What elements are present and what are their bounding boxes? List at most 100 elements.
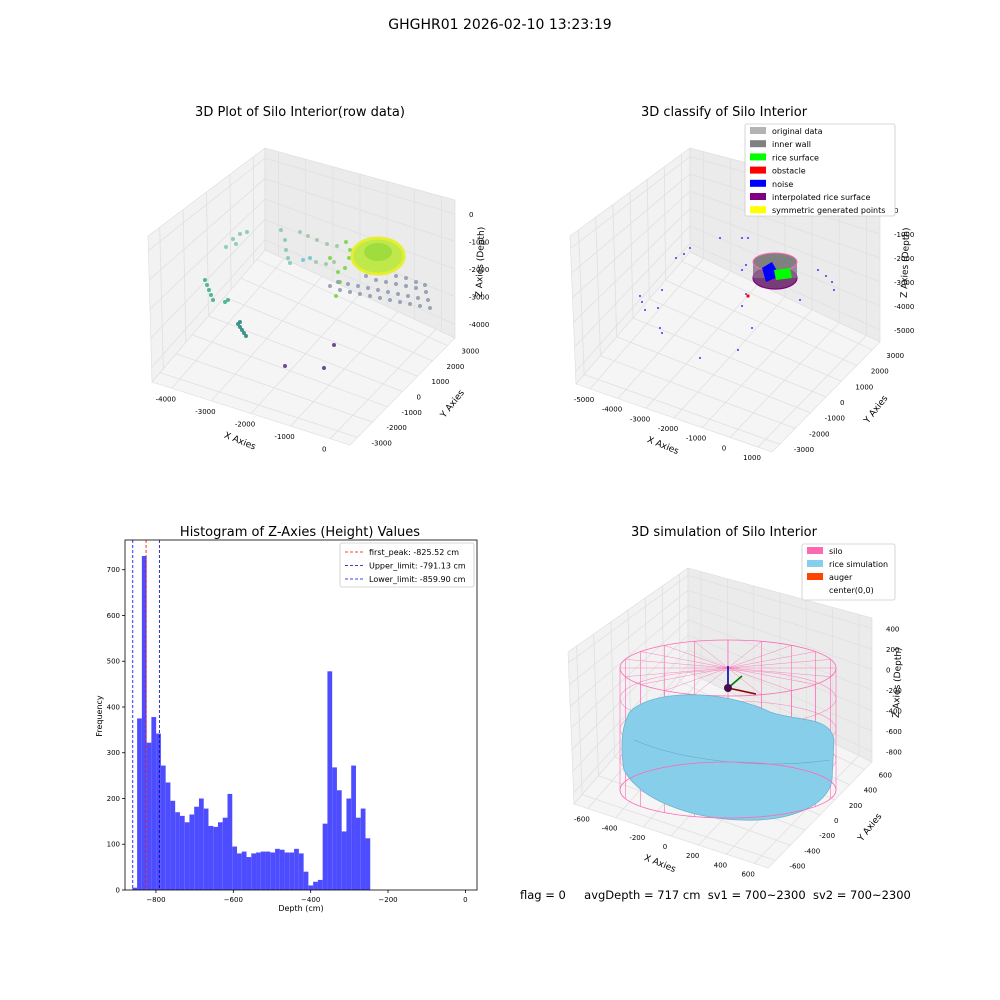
histogram-bar <box>365 838 371 890</box>
x-tick-label: −200 <box>378 896 397 904</box>
z-tick-label: -2000 <box>469 266 489 274</box>
y-axis-label: Y Axies <box>438 388 467 421</box>
grid-line-y <box>582 794 776 861</box>
legend-label: original data <box>772 127 823 136</box>
y-tick-label: 200 <box>849 802 862 810</box>
noise-point <box>737 349 739 351</box>
scatter-point <box>394 282 398 286</box>
z-tick-label: 0 <box>894 207 898 215</box>
scatter-point <box>398 300 402 304</box>
z-tick-label: 0 <box>886 666 890 674</box>
scatter-point <box>332 343 336 347</box>
histogram-bar <box>160 765 166 890</box>
scatter-point <box>203 278 207 282</box>
histogram-bar <box>284 852 290 890</box>
noise-point <box>799 299 801 301</box>
legend-swatch <box>750 166 766 174</box>
grid-line-z <box>148 178 456 281</box>
z-tick-label: -800 <box>886 749 902 757</box>
grid-line-x-wall <box>612 204 618 337</box>
scatter-point <box>348 248 352 252</box>
histogram-bar <box>217 822 223 890</box>
z-axis-label: Z Axies (Depth) <box>900 227 912 298</box>
z-axis-label: Z Axies (Depth) <box>475 227 487 298</box>
legend: original data inner wall rice surface obsta… <box>744 123 896 217</box>
histogram-bar <box>265 851 271 890</box>
histogram-bar <box>151 717 157 890</box>
scatter-point <box>364 274 368 278</box>
x-tick-label: -1000 <box>274 433 294 441</box>
scatter-point <box>346 282 350 286</box>
x-tick-label: 1000 <box>743 454 761 462</box>
silo-spoke <box>625 667 729 677</box>
z-tick-label: -600 <box>886 728 902 736</box>
legend: first_peak: -825.52 cm Upper_limit: -791.… <box>339 542 475 588</box>
flag-text: flag = 0 <box>520 888 566 902</box>
noise-point <box>641 301 643 303</box>
scatter-point <box>322 366 326 370</box>
legend-label: Lower_limit: -859.90 cm <box>369 575 466 584</box>
histogram-bar <box>256 852 261 890</box>
y-tick-label: 300 <box>107 749 120 757</box>
histogram-bar <box>251 853 257 890</box>
grid-line-y <box>159 372 358 438</box>
scatter-point <box>245 230 249 234</box>
x-tick-label: -3000 <box>195 408 215 416</box>
histogram-bar <box>351 765 356 890</box>
scatter-point <box>368 294 372 298</box>
x-axis-label: X Axies <box>642 853 677 875</box>
figure-title: GHGHR01 2026-02-10 13:23:19 <box>388 17 612 33</box>
scatter-point <box>416 296 420 300</box>
noise-point <box>719 237 721 239</box>
y-tick-label: 700 <box>107 566 120 574</box>
histogram-bar <box>198 798 204 890</box>
scatter-point <box>406 294 410 298</box>
scatter-point <box>374 278 378 282</box>
scatter-point <box>306 234 310 238</box>
histogram-bar <box>279 849 285 890</box>
y-tick-label: 0 <box>116 887 120 895</box>
grid-line-y <box>665 279 858 366</box>
x-tick-label: 0 <box>322 446 326 454</box>
scatter-point <box>283 238 287 242</box>
grid-line-y <box>240 277 433 362</box>
histogram-bar <box>237 853 242 890</box>
y-tick-label: -3000 <box>372 439 392 447</box>
y-tick-label: 1000 <box>855 383 873 391</box>
histogram-bar <box>189 814 195 890</box>
scatter-point <box>366 286 370 290</box>
legend-label: rice simulation <box>829 560 888 569</box>
grid-line-x-wall <box>578 229 585 375</box>
histogram-bar <box>146 742 152 890</box>
legend-label: first_peak: -825.52 cm <box>369 548 459 557</box>
scatter-point <box>414 286 418 290</box>
legend-label: auger <box>829 573 853 582</box>
scatter-point <box>426 298 430 302</box>
z-tick-label: -3000 <box>469 294 489 302</box>
noise-point <box>833 289 835 291</box>
histogram-bar <box>213 826 218 890</box>
y-tick-label: 1000 <box>432 378 450 386</box>
z-tick-label: -400 <box>886 708 902 716</box>
grid-line-y <box>584 374 780 445</box>
scatter-point <box>336 270 340 274</box>
x-tick-label: -600 <box>574 816 590 824</box>
scatter-point <box>414 280 418 284</box>
x-axis-label: Depth (cm) <box>278 904 323 913</box>
legend-frame <box>801 543 896 601</box>
avg-depth-text: avgDepth = 717 cm <box>584 888 701 902</box>
grid-line-z <box>568 574 873 664</box>
chart-title: 3D simulation of Silo Interior <box>631 525 818 540</box>
plot-frame <box>124 539 478 891</box>
sv1-text: sv1 = 700~2300 <box>707 888 806 902</box>
y-tick-label: 400 <box>864 787 877 795</box>
scatter-point <box>211 298 215 302</box>
footer-stats: flag = 0 avgDepth = 717 cm sv1 = 700~230… <box>520 888 911 902</box>
legend: silo rice simulation auger center(0,0) <box>801 543 896 601</box>
histogram-bar <box>303 871 309 890</box>
scatter-point <box>358 292 362 296</box>
x-tick-label: -1000 <box>686 435 706 443</box>
y-tick-label: 400 <box>107 703 120 711</box>
scatter-point <box>335 244 339 248</box>
silo-spoke <box>640 667 729 685</box>
